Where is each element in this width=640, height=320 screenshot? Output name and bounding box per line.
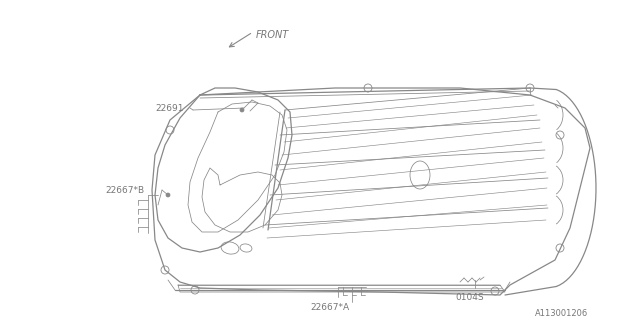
Circle shape bbox=[166, 193, 170, 197]
Text: A113001206: A113001206 bbox=[535, 308, 588, 317]
Text: 22691: 22691 bbox=[155, 103, 184, 113]
Circle shape bbox=[240, 108, 244, 112]
Text: 22667*A: 22667*A bbox=[310, 303, 349, 313]
Text: 0104S: 0104S bbox=[455, 293, 484, 302]
Text: FRONT: FRONT bbox=[256, 30, 289, 40]
Text: 22667*B: 22667*B bbox=[105, 186, 144, 195]
